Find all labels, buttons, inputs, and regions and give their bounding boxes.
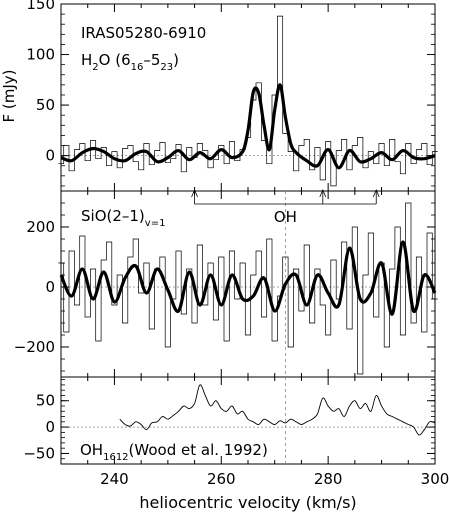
panel-middle-title: SiO(2–1)v=1 xyxy=(81,207,165,229)
series-line xyxy=(119,384,436,436)
panel-top-series xyxy=(58,15,438,187)
panel-top-title-line: H2O (616–523) xyxy=(81,51,179,73)
series-raw-histogram xyxy=(58,202,438,375)
title-dash-5: –5 xyxy=(143,51,160,69)
y-tick-label: 0 xyxy=(45,147,55,165)
x-axis-label: heliocentric velocity (km/s) xyxy=(139,493,356,512)
panel-bottom-oh: −50 0 50 240 260 280 300 OH1612(Wood et al. 1… xyxy=(23,376,449,512)
title-sub-23: 23 xyxy=(160,62,173,73)
panel-bottom-title: OH1612(Wood et al. 1992) xyxy=(80,441,268,463)
panel-bottom-x-ticks: 240 260 280 300 xyxy=(60,377,449,488)
series-smoothed xyxy=(60,83,436,170)
panel-middle-x-ticks xyxy=(60,191,436,377)
panel-middle-sio: −200 0 200 SiO(2–1)v=1 OH xyxy=(14,188,438,378)
y-tick-label: 0 xyxy=(45,418,55,436)
panel-bottom-series xyxy=(119,384,436,436)
sio-sub-v1: v=1 xyxy=(145,218,166,229)
y-tick-label: −200 xyxy=(14,338,55,356)
title-close: ) xyxy=(173,51,179,69)
x-tick-label: 280 xyxy=(314,470,343,488)
panel-middle-series xyxy=(58,202,438,375)
oh-arrow-head xyxy=(191,188,198,198)
panel-top-h2o: 0 50 100 150 IRAS05280-6910 H2O (616–523) F… xyxy=(0,0,438,192)
sio-label: SiO(2–1) xyxy=(81,207,145,225)
oh-citation: (Wood et al. 1992) xyxy=(129,441,268,459)
y-tick-label: 100 xyxy=(26,46,55,64)
panel-bottom-y-ticks: −50 0 50 xyxy=(23,379,435,465)
oh-arrow-head xyxy=(372,188,380,198)
oh-arrow-head xyxy=(319,188,327,198)
panel-top-x-ticks xyxy=(60,4,436,191)
y-tick-label: −50 xyxy=(23,444,55,462)
title-sub-2: 2 xyxy=(92,62,98,73)
panel-bottom-zero-line xyxy=(61,377,435,464)
y-tick-label: 150 xyxy=(26,0,55,13)
x-tick-label: 300 xyxy=(421,470,449,488)
series-smoothed xyxy=(59,240,437,316)
panel-middle-y-ticks: −200 0 200 xyxy=(14,190,435,372)
y-tick-label: 200 xyxy=(26,218,55,236)
oh-sub-1612: 1612 xyxy=(103,452,128,463)
title-sub-16: 16 xyxy=(131,62,144,73)
y-tick-label: 0 xyxy=(45,278,55,296)
series-raw-histogram xyxy=(58,15,438,187)
x-tick-label: 240 xyxy=(100,470,129,488)
x-tick-label: 260 xyxy=(207,470,236,488)
oh-label: OH xyxy=(80,441,103,459)
y-tick-label: 50 xyxy=(36,392,55,410)
panel-top-ylabel: F (mJy) xyxy=(0,69,18,122)
y-tick-label: 50 xyxy=(36,96,55,114)
title-h: H xyxy=(81,51,92,69)
title-o-6: O (6 xyxy=(99,51,131,69)
panel-middle-oh-annotation xyxy=(191,188,380,205)
panel-top-y-ticks: 0 50 100 150 xyxy=(26,0,435,187)
panel-top-title-source: IRAS05280-6910 xyxy=(81,24,206,42)
oh-annotation-label: OH xyxy=(274,208,297,226)
